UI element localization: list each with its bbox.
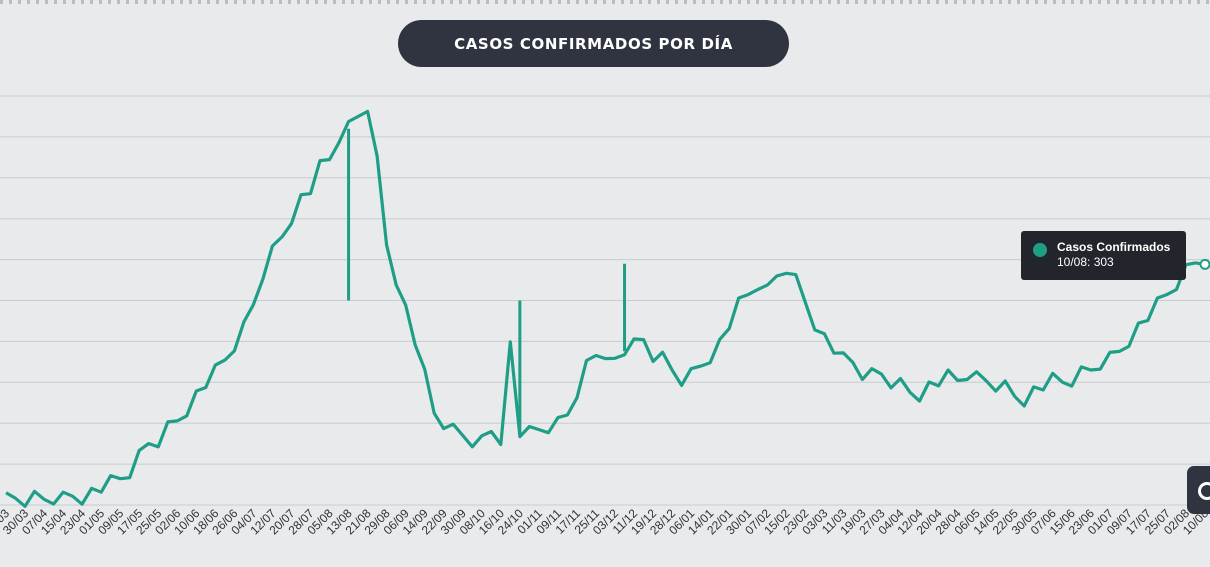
chart-toggle-icon — [1198, 482, 1210, 500]
tooltip-value: 10/08: 303 — [1057, 255, 1114, 269]
highlighted-point[interactable] — [1199, 258, 1210, 270]
tooltip-series-name: Casos Confirmados — [1057, 240, 1171, 254]
series-line-casos-confirmados — [5, 109, 1206, 508]
chart-tooltip: Casos Confirmados 10/08: 303 — [1021, 231, 1186, 280]
chart-title: CASOS CONFIRMADOS POR DÍA — [454, 34, 733, 53]
chart-toggle-button[interactable] — [1187, 466, 1210, 514]
chart-title-pill: CASOS CONFIRMADOS POR DÍA — [398, 20, 789, 67]
top-tick-strip — [0, 0, 1210, 4]
series-color-dot — [1033, 243, 1047, 257]
